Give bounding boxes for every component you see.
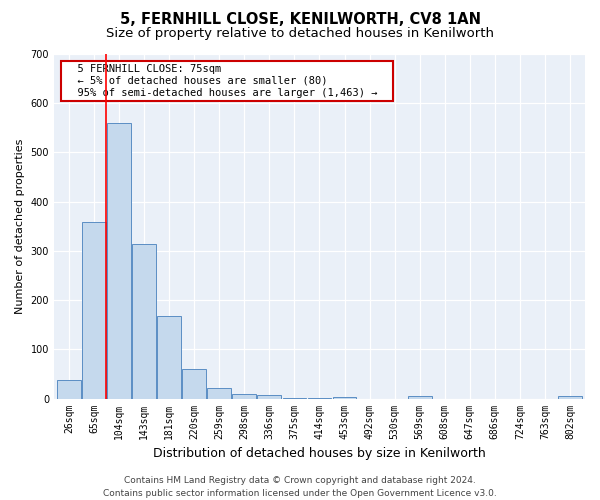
Text: Size of property relative to detached houses in Kenilworth: Size of property relative to detached ho…: [106, 28, 494, 40]
X-axis label: Distribution of detached houses by size in Kenilworth: Distribution of detached houses by size …: [153, 447, 486, 460]
Bar: [232, 394, 256, 398]
Text: 5 FERNHILL CLOSE: 75sqm  
  ← 5% of detached houses are smaller (80)  
  95% of : 5 FERNHILL CLOSE: 75sqm ← 5% of detached…: [65, 64, 389, 98]
Text: Contains HM Land Registry data © Crown copyright and database right 2024.
Contai: Contains HM Land Registry data © Crown c…: [103, 476, 497, 498]
Bar: [157, 316, 181, 398]
Bar: [332, 396, 356, 398]
Bar: [182, 369, 206, 398]
Bar: [82, 222, 106, 398]
Bar: [408, 396, 431, 398]
Bar: [208, 388, 231, 398]
Bar: [132, 244, 156, 398]
Bar: [257, 395, 281, 398]
Bar: [558, 396, 582, 398]
Text: 5, FERNHILL CLOSE, KENILWORTH, CV8 1AN: 5, FERNHILL CLOSE, KENILWORTH, CV8 1AN: [119, 12, 481, 28]
Bar: [57, 380, 81, 398]
Y-axis label: Number of detached properties: Number of detached properties: [15, 138, 25, 314]
Bar: [107, 123, 131, 398]
